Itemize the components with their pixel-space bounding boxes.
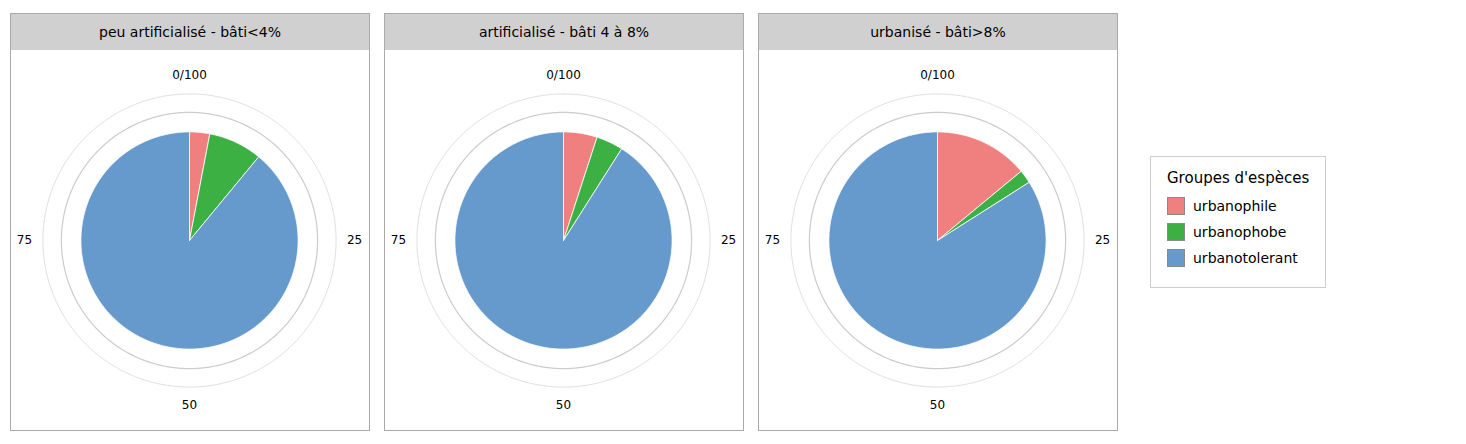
svg-text:25: 25 <box>1095 233 1110 247</box>
svg-text:0/100: 0/100 <box>172 68 207 82</box>
svg-text:75: 75 <box>17 233 32 247</box>
svg-text:0/100: 0/100 <box>546 68 581 82</box>
html-text:urbanotolerant: urbanotolerant <box>1193 250 1298 266</box>
svg-text:50: 50 <box>556 398 571 412</box>
svg-text:0/100: 0/100 <box>920 68 955 82</box>
html-text:artificialisé - bâti 4 à 8%: artificialisé - bâti 4 à 8% <box>478 24 650 40</box>
svg-text:25: 25 <box>347 233 362 247</box>
svg-text:25: 25 <box>721 233 736 247</box>
html-text:urbanophobe: urbanophobe <box>1193 224 1287 240</box>
html-text:peu artificialisé - bâti<4%: peu artificialisé - bâti<4% <box>99 24 281 40</box>
svg-text:75: 75 <box>765 233 780 247</box>
svg-text:50: 50 <box>930 398 945 412</box>
html-text:urbanophile: urbanophile <box>1193 198 1277 214</box>
html-text:Groupes d'espèces: Groupes d'espèces <box>1167 169 1310 187</box>
svg-text:75: 75 <box>391 233 406 247</box>
html-text:urbanisé - bâti>8%: urbanisé - bâti>8% <box>870 24 1006 40</box>
svg-text:50: 50 <box>182 398 197 412</box>
